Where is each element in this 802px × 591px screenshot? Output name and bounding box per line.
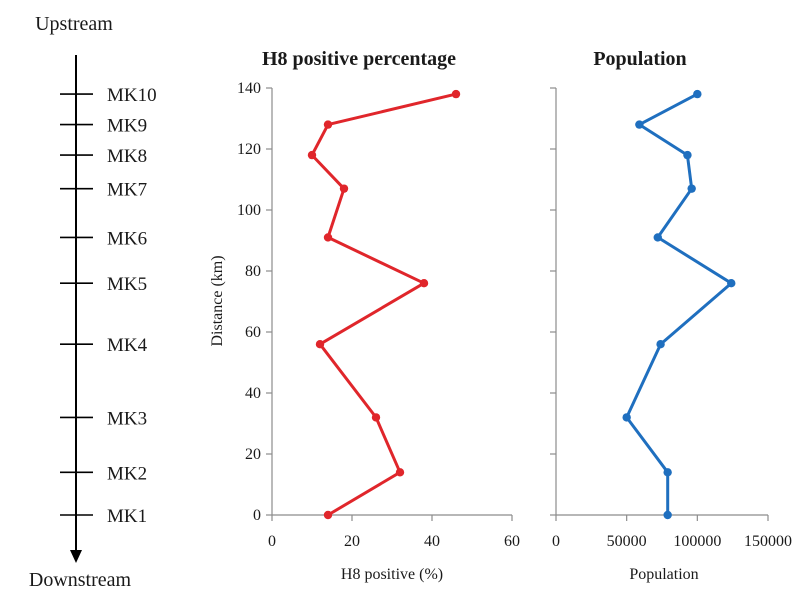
h8-data-point	[315, 340, 325, 349]
population-chart-title: Population	[593, 48, 686, 70]
h8-data-point	[371, 413, 381, 422]
h8-y-tick-label: 100	[237, 202, 261, 219]
h8-data-point	[323, 120, 333, 129]
downstream-label: Downstream	[29, 569, 132, 591]
h8-data-point	[323, 510, 333, 520]
population-data-point	[683, 150, 692, 160]
population-x-axis-title: Population	[629, 566, 698, 583]
river-marker-label: MK7	[107, 180, 147, 201]
river-marker-label: MK3	[107, 408, 147, 429]
h8-y-tick-label: 40	[245, 385, 261, 402]
population-data-point	[653, 233, 662, 242]
population-x-tick-label: 50000	[607, 533, 647, 550]
h8-chart-title: H8 positive percentage	[262, 48, 456, 70]
population-data-point	[663, 510, 672, 520]
river-marker-label: MK4	[107, 335, 148, 356]
h8-x-axis-title: H8 positive (%)	[341, 566, 443, 583]
h8-y-tick-label: 80	[245, 263, 261, 280]
population-x-tick-label: 150000	[744, 533, 792, 550]
upstream-label: Upstream	[35, 13, 113, 35]
river-marker-label: MK5	[107, 274, 147, 295]
population-x-tick-label: 0	[552, 533, 560, 550]
h8-y-tick-label: 120	[237, 141, 261, 158]
population-chart: Population 0 50000 100000 150000 Population	[550, 48, 792, 583]
population-data-point	[656, 340, 665, 349]
h8-y-tick-label: 140	[237, 80, 261, 97]
h8-data-point	[419, 279, 429, 288]
downstream-arrow	[70, 550, 82, 563]
river-marker-label: MK1	[107, 506, 147, 527]
h8-data-point	[451, 89, 461, 99]
population-data-point	[687, 184, 696, 193]
river-schematic: Upstream Downstream MK10 MK9 MK8 MK7 MK6 MK5 M…	[29, 13, 157, 591]
h8-series-line	[310, 92, 457, 517]
population-series-line	[625, 92, 733, 515]
h8-x-tick-label: 20	[344, 533, 360, 550]
river-marker-label: MK6	[107, 228, 147, 249]
h8-y-axis-title: Distance (km)	[209, 255, 226, 346]
h8-data-point	[307, 150, 317, 160]
h8-x-tick-label: 40	[424, 533, 440, 550]
river-marker-label: MK2	[107, 463, 147, 484]
population-data-point	[693, 89, 702, 99]
h8-positive-chart: H8 positive percentage 0 20 40 60 80 100 120 14…	[209, 48, 520, 583]
h8-y-tick-label: 60	[245, 324, 261, 341]
river-marker-label: MK8	[107, 146, 147, 167]
river-marker-label: MK9	[107, 116, 147, 137]
population-data-point	[727, 279, 736, 288]
population-data-point	[622, 413, 631, 422]
h8-data-point	[323, 233, 333, 242]
h8-y-tick-label: 20	[245, 446, 261, 463]
population-data-point	[663, 468, 672, 477]
h8-x-tick-label: 0	[268, 533, 276, 550]
h8-x-tick-label: 60	[504, 533, 520, 550]
population-data-point	[635, 120, 644, 129]
river-marker-label: MK10	[107, 85, 157, 106]
h8-y-tick-label: 0	[253, 507, 261, 524]
h8-data-point	[395, 468, 405, 477]
population-x-tick-label: 100000	[673, 533, 721, 550]
h8-data-point	[339, 184, 349, 193]
